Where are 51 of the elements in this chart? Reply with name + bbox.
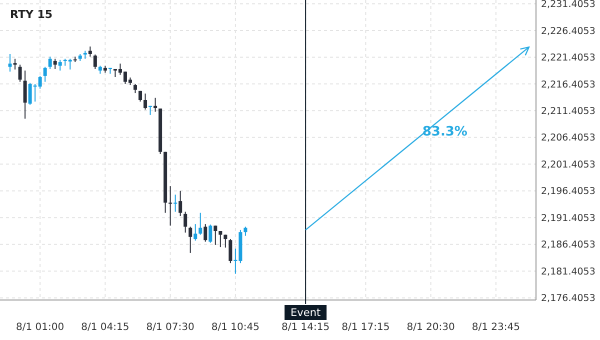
candlestick	[144, 93, 148, 110]
y-tick-label: 2,231.4053	[541, 0, 596, 10]
candlestick	[204, 224, 208, 242]
candlestick	[178, 190, 182, 217]
candlestick	[244, 226, 248, 236]
candlestick	[58, 59, 62, 72]
x-tick-label: 8/1 17:15	[342, 322, 390, 333]
ref-line-label: Event	[290, 307, 321, 319]
y-tick-label: 2,176.4053	[541, 293, 596, 304]
x-tick-label: 8/1 07:30	[146, 322, 194, 333]
y-tick-label: 2,196.4053	[541, 186, 596, 198]
candlestick	[224, 234, 228, 248]
candlestick	[134, 83, 138, 94]
x-tick-label: 8/1 01:00	[16, 322, 64, 333]
candlestick	[184, 211, 188, 234]
y-tick-label: 2,201.4053	[541, 159, 596, 170]
x-tick-label: 8/1 10:45	[211, 322, 260, 333]
candlestick	[174, 194, 178, 212]
x-tick-label: 8/1 04:15	[81, 322, 130, 333]
candlestick	[23, 70, 27, 120]
x-tick-label: 8/1 14:15	[282, 322, 330, 333]
candlestick	[188, 226, 192, 254]
x-tick-label: 8/1 23:45	[472, 322, 520, 333]
y-tick-label: 2,186.4053	[541, 240, 596, 251]
candlestick	[13, 58, 17, 70]
candlestick	[208, 224, 212, 244]
y-tick-label: 2,206.4053	[541, 132, 596, 144]
y-tick-label: 2,216.4053	[541, 79, 596, 90]
candlestick	[214, 225, 218, 246]
candlestick	[194, 224, 198, 242]
text: RTY 15	[10, 8, 53, 21]
candlestick	[154, 97, 158, 112]
candlestick	[168, 186, 172, 226]
candlestick	[148, 105, 152, 116]
candlestick	[53, 58, 57, 70]
candlestick	[228, 238, 232, 264]
y-tick-label: 2,211.4053	[541, 106, 596, 117]
x-tick-label: 8/1 20:30	[406, 322, 455, 333]
candlestick	[18, 64, 22, 82]
y-tick-label: 2,181.4053	[541, 266, 596, 278]
candlestick	[43, 66, 47, 82]
candlestick	[48, 56, 52, 70]
y-tick-label: 2,221.4053	[541, 52, 596, 64]
candlestick	[88, 46, 92, 58]
candlestick	[198, 212, 202, 236]
y-tick-label: 2,191.4053	[541, 212, 596, 224]
candlestick	[93, 54, 97, 70]
annotation: 83.3%	[422, 124, 468, 140]
y-tick-label: 2,226.4053	[541, 26, 596, 37]
candlestick	[218, 230, 222, 248]
candlestick	[8, 54, 12, 72]
